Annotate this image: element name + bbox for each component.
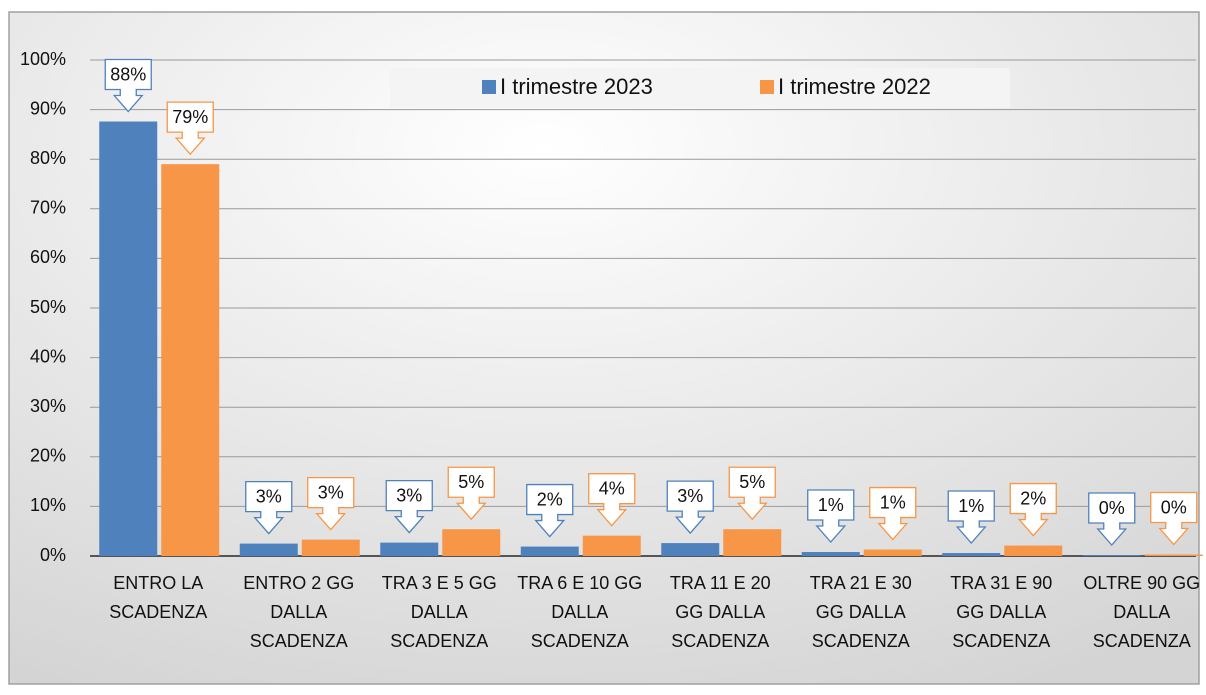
data-label: 5%	[458, 472, 484, 492]
x-tick-label-line: OLTRE 90 GG	[1083, 573, 1200, 593]
x-tick-label-line: GG DALLA	[675, 602, 765, 622]
y-tick-label: 40%	[30, 346, 66, 366]
x-tick-label-line: TRA 31 E 90	[950, 573, 1052, 593]
data-label-callout	[166, 101, 214, 156]
data-label: 79%	[172, 107, 208, 127]
data-label: 0%	[1099, 498, 1125, 518]
bar	[1004, 545, 1063, 556]
bar	[723, 529, 782, 556]
bar	[380, 542, 439, 556]
x-tick-label-line: ENTRO LA	[113, 573, 203, 593]
y-tick-label: 70%	[30, 198, 66, 218]
x-tick-label: OLTRE 90 GG DALLA SCADENZA	[1083, 573, 1200, 651]
legend-label: I trimestre 2023	[500, 74, 653, 99]
x-tick-label: ENTRO 2 GG DALLA SCADENZA	[243, 573, 354, 651]
x-tick-label-line: DALLA	[270, 602, 327, 622]
data-label-callout	[1009, 482, 1057, 537]
data-label: 2%	[1020, 488, 1046, 508]
x-tick-label: TRA 6 E 10 GG DALLA SCADENZA	[517, 573, 642, 651]
bar	[801, 552, 860, 556]
y-tick-label: 10%	[30, 495, 66, 515]
x-tick-label-line: SCADENZA	[531, 631, 629, 651]
legend-swatch	[760, 80, 774, 94]
data-label: 1%	[818, 495, 844, 515]
x-tick-label-line: TRA 21 E 30	[810, 573, 912, 593]
x-tick-label: TRA 3 E 5 GG DALLA SCADENZA	[382, 573, 497, 651]
data-label: 4%	[599, 478, 625, 498]
data-label-callout	[728, 466, 776, 521]
legend-label: I trimestre 2022	[778, 74, 931, 99]
bar	[520, 546, 579, 556]
data-label-callout	[245, 480, 293, 535]
y-tick-label: 50%	[30, 297, 66, 317]
bar	[942, 553, 1001, 556]
x-tick-label-line: TRA 11 E 20	[670, 573, 771, 593]
bar	[239, 543, 298, 556]
data-label-callout	[947, 490, 995, 545]
x-tick-label-line: ENTRO 2 GG	[243, 573, 354, 593]
data-label-callout	[869, 486, 917, 541]
x-tick-label-line: TRA 3 E 5 GG	[382, 573, 497, 593]
y-tick-label: 90%	[30, 98, 66, 118]
bar	[442, 529, 501, 556]
data-label: 3%	[256, 486, 282, 506]
bar	[661, 543, 720, 556]
y-tick-label: 100%	[20, 49, 66, 69]
x-tick-label: ENTRO LA SCADENZA	[109, 573, 207, 622]
bar	[99, 121, 158, 556]
data-label-callout	[526, 483, 574, 538]
data-label-callout	[385, 479, 433, 534]
data-label-callout	[807, 489, 855, 544]
y-tick-label: 80%	[30, 148, 66, 168]
x-tick-label-line: GG DALLA	[956, 602, 1046, 622]
data-label: 5%	[739, 472, 765, 492]
data-label-callout	[104, 58, 152, 113]
x-tick-label-line: DALLA	[1113, 602, 1170, 622]
data-label-callout	[1150, 491, 1198, 546]
data-label: 1%	[958, 496, 984, 516]
x-tick-label-line: SCADENZA	[109, 602, 207, 622]
bar	[1144, 554, 1203, 556]
x-tick-label-line: SCADENZA	[952, 631, 1050, 651]
data-label: 3%	[318, 482, 344, 502]
data-label: 0%	[1161, 497, 1187, 517]
bar	[863, 549, 922, 556]
data-label: 88%	[110, 64, 146, 84]
x-tick-label-line: SCADENZA	[390, 631, 488, 651]
data-label-callout	[588, 473, 636, 527]
data-label: 1%	[880, 492, 906, 512]
bar	[161, 164, 220, 556]
x-tick-label-line: DALLA	[411, 602, 468, 622]
bar	[582, 535, 641, 556]
data-label: 3%	[396, 485, 422, 505]
y-tick-label: 20%	[30, 446, 66, 466]
x-tick-label-line: DALLA	[551, 602, 608, 622]
bar	[1082, 555, 1141, 556]
bar	[301, 539, 360, 556]
x-tick-label-line: SCADENZA	[671, 631, 769, 651]
data-label-callout	[666, 480, 714, 535]
x-tick-label: TRA 21 E 30 GG DALLA SCADENZA	[810, 573, 912, 651]
x-tick-label-line: GG DALLA	[816, 602, 906, 622]
y-tick-label: 60%	[30, 247, 66, 267]
x-tick-label: TRA 31 E 90 GG DALLA SCADENZA	[950, 573, 1052, 651]
x-tick-label-line: SCADENZA	[1093, 631, 1191, 651]
legend-swatch	[482, 80, 496, 94]
y-tick-label: 0%	[40, 545, 66, 565]
x-tick-label-line: SCADENZA	[812, 631, 910, 651]
x-tick-label-line: SCADENZA	[250, 631, 348, 651]
data-label-callout	[307, 476, 355, 531]
data-label: 2%	[537, 489, 563, 509]
x-tick-label: TRA 11 E 20 GG DALLA SCADENZA	[670, 573, 771, 651]
x-tick-label-line: TRA 6 E 10 GG	[517, 573, 642, 593]
data-label-callout	[447, 466, 495, 521]
y-tick-label: 30%	[30, 396, 66, 416]
data-label: 3%	[677, 486, 703, 506]
data-label-callout	[1088, 492, 1136, 546]
